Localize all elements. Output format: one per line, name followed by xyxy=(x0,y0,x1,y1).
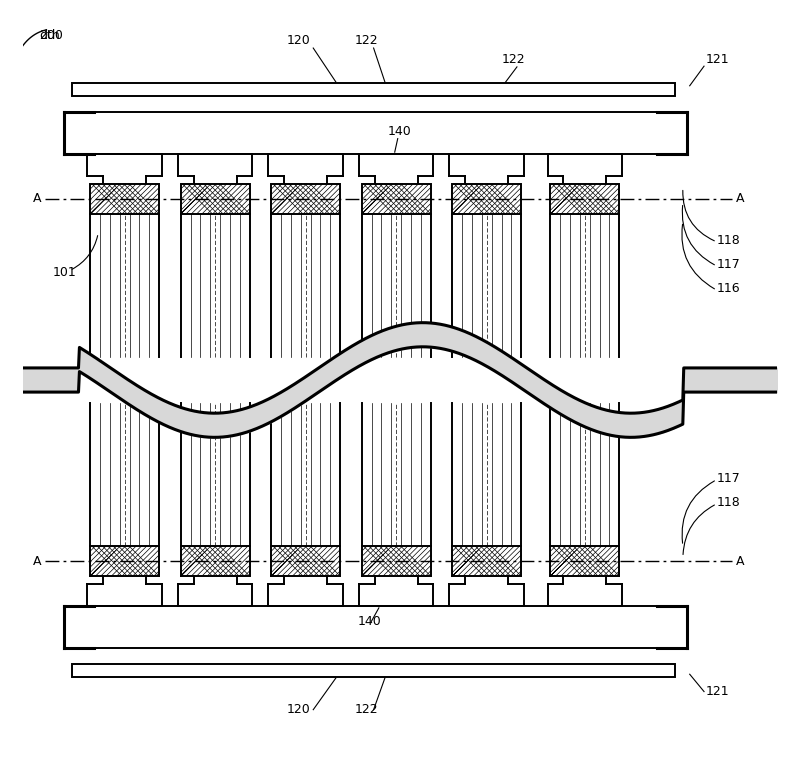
Text: 122: 122 xyxy=(354,704,378,717)
Bar xyxy=(362,546,430,576)
Bar xyxy=(271,184,340,214)
Bar xyxy=(550,546,619,576)
Text: 117: 117 xyxy=(717,258,741,271)
Text: 117: 117 xyxy=(717,472,741,485)
Bar xyxy=(72,663,675,677)
Text: 121: 121 xyxy=(706,686,729,698)
Bar xyxy=(550,184,619,214)
Text: A: A xyxy=(33,555,42,568)
Bar xyxy=(90,546,159,576)
Text: dth: dth xyxy=(39,29,60,43)
Bar xyxy=(452,546,522,576)
Text: 200: 200 xyxy=(39,29,63,43)
Text: 101: 101 xyxy=(53,266,77,279)
Text: 120: 120 xyxy=(286,34,310,47)
Text: A: A xyxy=(736,555,744,568)
Text: 120: 120 xyxy=(286,704,310,717)
Text: 118: 118 xyxy=(717,234,741,247)
Text: 121: 121 xyxy=(706,53,729,66)
Bar xyxy=(90,184,159,214)
Text: 140: 140 xyxy=(358,615,382,629)
Text: A: A xyxy=(33,192,42,205)
Bar xyxy=(72,83,675,97)
Bar xyxy=(362,184,430,214)
Bar xyxy=(181,184,250,214)
Bar xyxy=(271,546,340,576)
Bar xyxy=(181,546,250,576)
Text: 118: 118 xyxy=(717,496,741,509)
Text: 140: 140 xyxy=(388,125,412,138)
Bar xyxy=(452,184,522,214)
Text: A: A xyxy=(736,192,744,205)
Text: 122: 122 xyxy=(502,53,525,66)
Text: 122: 122 xyxy=(354,34,378,47)
Text: 116: 116 xyxy=(717,283,741,296)
